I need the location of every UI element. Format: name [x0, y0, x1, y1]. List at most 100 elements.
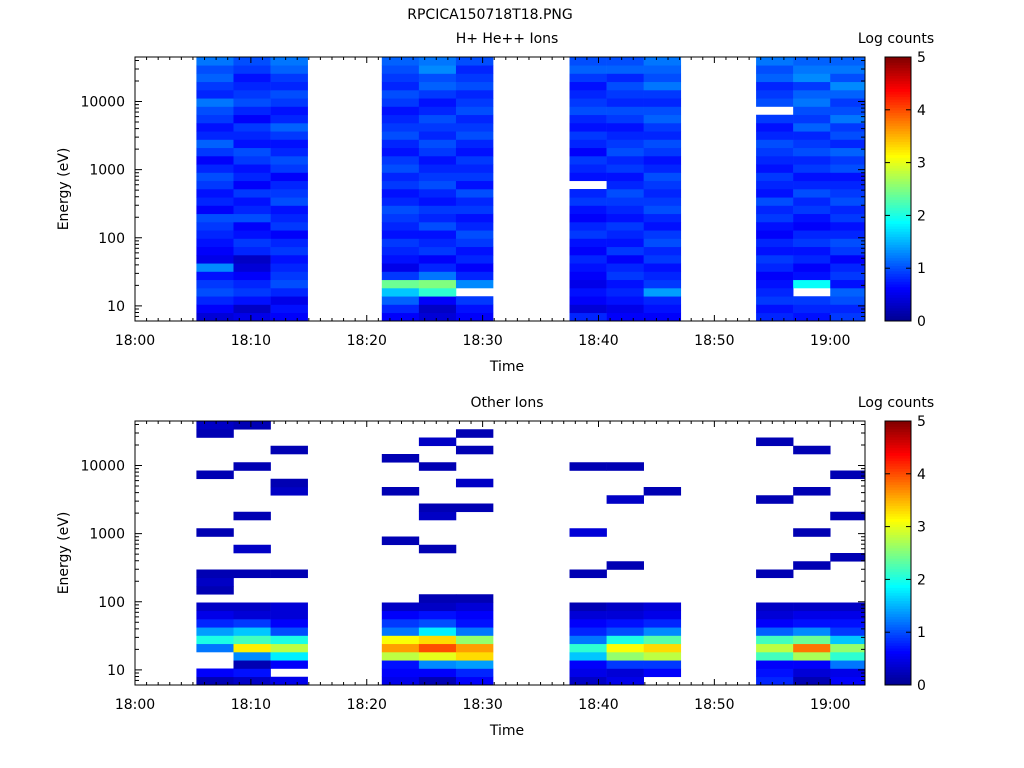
colorbar-step: [885, 67, 911, 71]
colorbar-step: [885, 241, 911, 245]
colorbar-step: [885, 170, 911, 174]
heatmap-cell: [418, 503, 457, 513]
heatmap-cell: [569, 676, 607, 686]
heatmap-cell: [606, 147, 644, 157]
colorbar-step: [885, 231, 911, 235]
heatmap-cell: [270, 255, 308, 264]
heatmap-cell: [793, 246, 831, 256]
heatmap-cell: [233, 147, 271, 157]
colorbar-tick-label: 1: [917, 261, 926, 277]
heatmap-cell: [643, 296, 682, 305]
colorbar: 0 1 2 3 4 5 Log counts: [858, 395, 934, 694]
colorbar-step: [885, 584, 911, 588]
x-tick-label: 18:30: [462, 697, 502, 713]
heatmap-cell: [830, 213, 866, 223]
heatmap-cell: [606, 660, 644, 669]
heatmap-cell: [455, 445, 494, 455]
heatmap-cell: [233, 296, 271, 305]
heatmap-cell: [196, 668, 234, 678]
heatmap-cell: [381, 263, 420, 272]
heatmap-cell: [455, 73, 494, 83]
heatmap-cell: [569, 288, 607, 297]
heatmap-cell: [381, 238, 420, 248]
colorbar-tick-label: 3: [917, 520, 926, 536]
heatmap-cell: [270, 139, 308, 149]
colorbar-step: [885, 130, 911, 135]
heatmap-cell: [270, 296, 308, 305]
x-tick-label: 18:50: [694, 333, 734, 349]
colorbar-step: [885, 191, 911, 195]
heatmap-cell: [233, 123, 271, 132]
heatmap-cell: [196, 569, 234, 579]
colorbar-step: [885, 566, 911, 570]
colorbar-step: [885, 218, 911, 222]
heatmap-cell: [569, 57, 607, 66]
colorbar-step: [885, 62, 911, 66]
heatmap-cell: [418, 246, 457, 256]
heatmap-cell: [418, 197, 457, 206]
colorbar-step: [885, 677, 911, 681]
heatmap-cell: [606, 156, 644, 165]
heatmap-cell: [569, 65, 607, 74]
heatmap-cell: [455, 263, 494, 272]
heatmap-cell: [756, 495, 794, 504]
colorbar-step: [885, 59, 911, 63]
heatmap-cell: [233, 213, 271, 223]
colorbar-step: [885, 537, 911, 541]
colorbar-step: [885, 70, 911, 74]
figure-title: RPCICA150718T18.PNG: [407, 7, 572, 23]
x-tick-label: 18:10: [231, 697, 271, 713]
heatmap-cell: [830, 619, 866, 628]
heatmap-cell: [793, 602, 831, 612]
heatmap-cell: [830, 189, 866, 198]
colorbar-step: [885, 597, 911, 602]
heatmap-cell: [270, 131, 308, 140]
heatmap-cell: [418, 610, 457, 620]
heatmap-cell: [233, 73, 271, 83]
colorbar-step: [885, 318, 911, 322]
heatmap-cell: [606, 462, 644, 471]
heatmap-cell: [381, 90, 420, 99]
colorbar-step: [885, 189, 911, 193]
heatmap-cell: [196, 429, 234, 438]
colorbar-step: [885, 510, 911, 514]
heatmap-cell: [418, 652, 457, 661]
heatmap-cell: [756, 73, 794, 83]
heatmap-cell: [756, 619, 794, 628]
colorbar-step: [885, 526, 911, 530]
colorbar-step: [885, 310, 911, 314]
heatmap-cell: [569, 147, 607, 157]
heatmap-cell: [196, 279, 234, 289]
heatmap-cell: [793, 81, 831, 91]
heatmap-cell: [793, 114, 831, 124]
heatmap-cell: [381, 255, 420, 264]
heatmap-cell: [381, 164, 420, 173]
heatmap-cell: [606, 139, 644, 149]
heatmap-cell: [381, 602, 420, 612]
colorbar-step: [885, 516, 911, 520]
colorbar-step: [885, 144, 911, 148]
heatmap-cell: [643, 312, 682, 322]
heatmap-cell: [233, 676, 271, 686]
heatmap-cell: [455, 123, 494, 132]
heatmap-cell: [455, 676, 494, 686]
colorbar-step: [885, 653, 911, 657]
colorbar-step: [885, 204, 911, 208]
heatmap-cell: [233, 238, 271, 248]
heatmap-cell: [418, 131, 457, 140]
heatmap-cell: [756, 81, 794, 91]
heatmap-cell: [381, 65, 420, 74]
heatmap-cell: [270, 271, 308, 281]
heatmap-cell: [196, 577, 234, 587]
heatmap-cell: [381, 139, 420, 149]
heatmap-cell: [381, 304, 420, 314]
heatmap-cell: [569, 528, 607, 537]
heatmap-cell: [418, 676, 457, 686]
colorbar-step: [885, 574, 911, 578]
x-tick-label: 19:00: [810, 333, 850, 349]
heatmap-cell: [381, 222, 420, 231]
colorbar-step: [885, 302, 911, 306]
heatmap-cell: [606, 263, 644, 272]
heatmap-cell: [455, 197, 494, 206]
colorbar-step: [885, 587, 911, 591]
